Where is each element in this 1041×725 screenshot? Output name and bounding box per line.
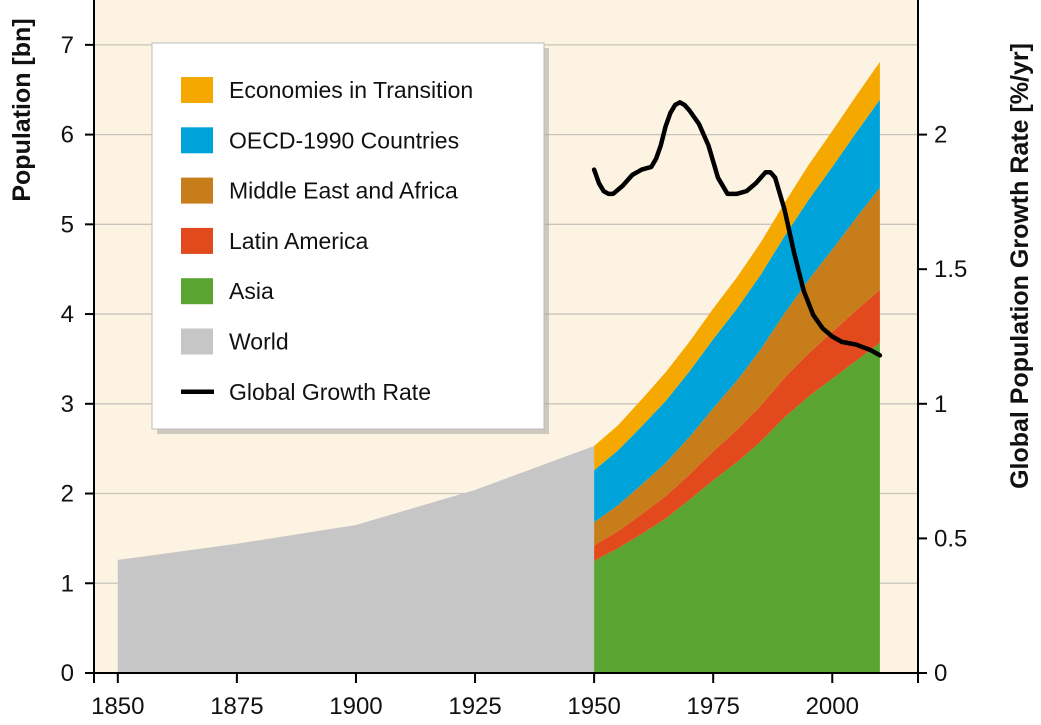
x-tick-label-1950: 1950 [567,693,620,720]
y-tick-label-0: 0 [61,660,74,687]
y-tick-label-7: 7 [61,32,74,59]
y-tick-label-3: 3 [61,391,74,418]
legend-label-latin-america: Latin America [229,228,369,254]
y2-tick-label-0: 0 [934,660,947,687]
legend: Economies in Transition OECD-1990 Countri… [151,42,549,434]
area-economies-in-transition [594,61,880,471]
area-oecd-1990-countries [594,99,880,523]
area-layers [117,61,880,673]
x-tick-label-1925: 1925 [448,693,501,720]
y2-axis-title: Global Population Growth Rate [%/yr] [1006,43,1034,489]
legend-label-world: World [229,329,289,355]
legend-label-middle-east-and-africa: Middle East and Africa [229,178,458,204]
legend-label-asia: Asia [229,278,274,304]
legend-swatch-oecd-1990-countries [181,127,213,154]
y2-tick-label-1: 1 [934,391,947,418]
x-tick-label-1850: 1850 [91,693,144,720]
legend-box [151,42,545,430]
legend-label-oecd-1990-countries: OECD-1990 Countries [229,127,459,153]
legend-swatch-middle-east-and-africa [181,177,213,204]
legend-swatch-asia [181,278,213,305]
legend-swatch-latin-america [181,227,213,254]
legend-label-economies-in-transition: Economies in Transition [229,77,473,103]
area-latin-america [594,289,880,561]
legend-swatch-world [181,328,213,355]
x-tick-label-1875: 1875 [210,693,263,720]
y2-tick-label-1.5: 1.5 [934,256,967,283]
x-tick-label-2000: 2000 [806,693,859,720]
y-tick-label-4: 4 [61,301,74,328]
y-axis-title: Population [bn] [8,18,36,201]
x-tick-label-1900: 1900 [329,693,382,720]
y-tick-label-5: 5 [61,211,74,238]
y-tick-label-1: 1 [61,570,74,597]
axes: 1850 1875 1900 1925 1950 1975 2000 0 1 2 3 4 5 6 7 0 0.5… [61,0,967,720]
y2-tick-label-2: 2 [934,122,947,149]
area-asia [594,342,880,673]
area-world [117,445,595,673]
legend-label-global-growth-rate: Global Growth Rate [229,379,431,405]
y-tick-label-6: 6 [61,122,74,149]
area-middle-east-and-africa [594,187,880,546]
growth-rate-line [591,100,883,358]
x-tick-label-1975: 1975 [686,693,739,720]
legend-swatch-economies-in-transition [181,77,213,103]
growth-rate-line-group [591,100,883,358]
y-tick-label-2: 2 [61,481,74,508]
y2-tick-label-0.5: 0.5 [934,525,967,552]
